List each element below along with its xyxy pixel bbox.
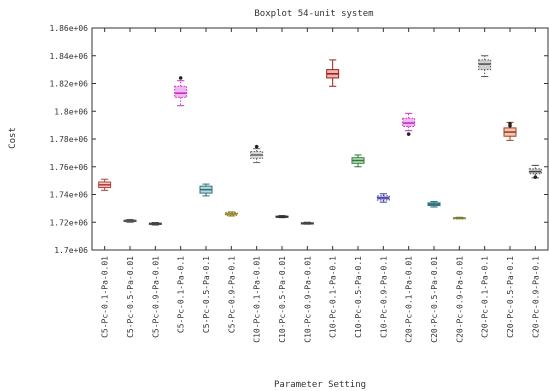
y-tick-label: 1.7e+06 (54, 246, 88, 255)
outlier-point (254, 144, 259, 149)
x-axis: C5-Pc-0.1-Pa-0.01 C5-Pc-0.5-Pa-0.01 C5-Pc-… (101, 28, 540, 343)
x-tick-label: C20-Pc-0.1-Pa-0.01 (405, 256, 414, 343)
x-tick-label: C10-Pc-0.1-Pa-0.01 (253, 256, 262, 343)
x-tick-label: C5-Pc-0.1-Pa-0.1 (177, 256, 186, 333)
x-tick-label: C10-Pc-0.5-Pa-0.01 (278, 256, 287, 343)
boxes-layer (98, 55, 542, 226)
box-17 (503, 121, 517, 141)
box-3 (148, 222, 162, 226)
box-body (174, 85, 188, 98)
y-axis-label: Cost (8, 127, 18, 149)
box-12 (376, 193, 390, 203)
box-2 (123, 218, 137, 223)
x-tick-label: C20-Pc-0.5-Pa-0.1 (506, 256, 515, 338)
x-tick-label: C20-Pc-0.9-Pa-0.01 (455, 256, 464, 343)
box-10 (326, 59, 340, 87)
box-5 (199, 183, 213, 197)
y-tick-label: 1.72e+06 (49, 218, 88, 227)
box-4 (174, 76, 188, 107)
y-tick-label: 1.84e+06 (49, 52, 88, 61)
box-11 (351, 154, 365, 168)
y-tick-label: 1.8e+06 (54, 107, 88, 116)
box-14 (427, 200, 441, 208)
x-tick-label: C10-Pc-0.9-Pa-0.1 (379, 256, 388, 338)
x-tick-label: C20-Pc-0.5-Pa-0.01 (430, 256, 439, 343)
x-tick-label: C20-Pc-0.1-Pa-0.1 (481, 256, 490, 338)
box-1 (98, 178, 112, 191)
y-axis: 1.7e+06 1.72e+06 1.74e+06 1.76e+06 1.78e+06 1… (49, 24, 548, 255)
outlier-point (406, 132, 411, 136)
y-tick-label: 1.86e+06 (49, 24, 88, 33)
box-13 (402, 112, 416, 136)
x-tick-label: C5-Pc-0.9-Pa-0.1 (227, 256, 236, 333)
y-tick-label: 1.74e+06 (49, 191, 88, 200)
box-8 (275, 215, 289, 219)
chart-title: Boxplot 54-unit system (254, 9, 373, 19)
box-16 (478, 55, 492, 78)
box-7 (250, 144, 264, 164)
x-tick-label: C10-Pc-0.9-Pa-0.01 (303, 256, 312, 343)
outlier-point (508, 123, 512, 128)
x-tick-label: C5-Pc-0.5-Pa-0.01 (126, 256, 135, 338)
x-tick-label: C10-Pc-0.1-Pa-0.1 (329, 256, 338, 338)
box-15 (452, 216, 466, 220)
y-tick-label: 1.82e+06 (49, 80, 88, 89)
y-tick-label: 1.78e+06 (49, 135, 88, 144)
outlier-point (533, 175, 538, 180)
x-axis-label: Parameter Setting (274, 380, 366, 390)
x-tick-label: C5-Pc-0.5-Pa-0.1 (202, 256, 211, 333)
x-tick-label: C10-Pc-0.5-Pa-0.1 (354, 256, 363, 338)
outlier-point (178, 76, 183, 80)
box-9 (300, 221, 314, 225)
y-tick-label: 1.76e+06 (49, 163, 88, 172)
x-tick-label: C5-Pc-0.9-Pa-0.01 (151, 256, 160, 338)
x-tick-label: C5-Pc-0.1-Pa-0.01 (101, 256, 110, 338)
x-tick-label: C20-Pc-0.9-Pa-0.1 (531, 256, 540, 338)
box-18 (528, 164, 542, 180)
box-6 (224, 211, 238, 217)
